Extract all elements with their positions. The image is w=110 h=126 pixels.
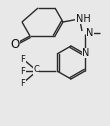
- Text: N: N: [86, 28, 94, 38]
- Text: F: F: [21, 78, 25, 87]
- Text: F: F: [21, 55, 25, 64]
- Text: C: C: [33, 66, 39, 74]
- Text: NH: NH: [76, 14, 90, 24]
- Text: O: O: [10, 38, 20, 51]
- Text: N: N: [82, 48, 90, 58]
- Text: F: F: [21, 67, 25, 75]
